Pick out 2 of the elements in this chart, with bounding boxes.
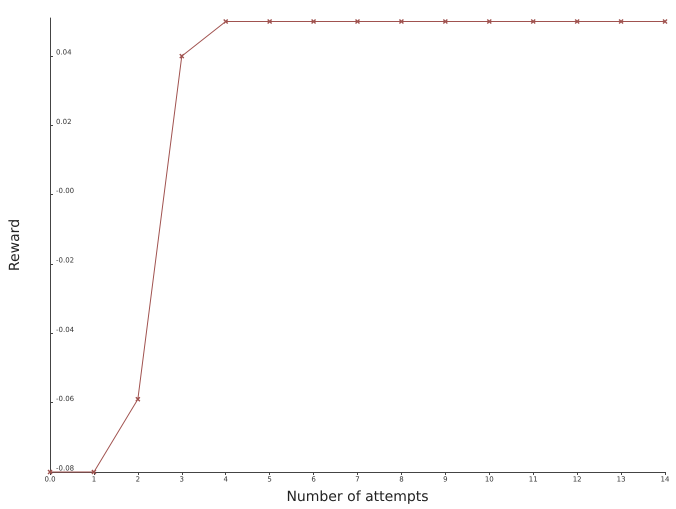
x-axis-title: Number of attempts xyxy=(286,489,429,505)
y-axis-title: Reward xyxy=(7,218,23,272)
